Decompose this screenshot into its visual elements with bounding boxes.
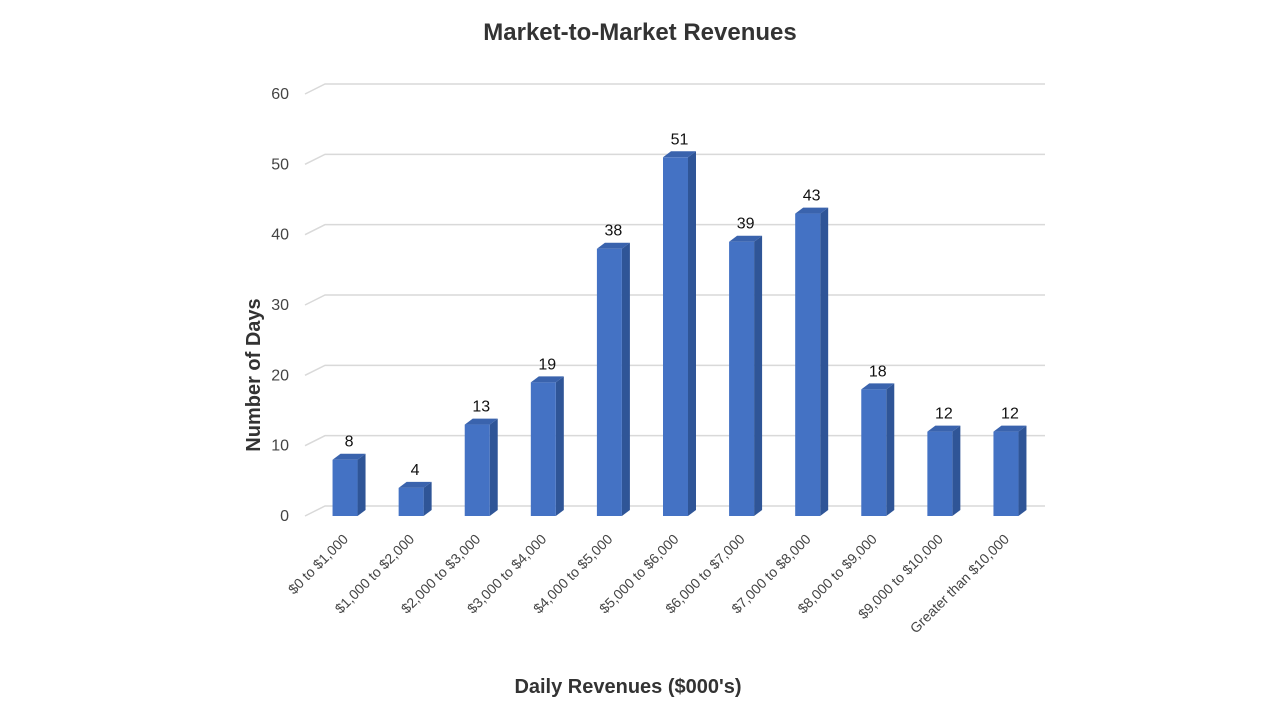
bar-side [555,376,564,516]
bar-top [596,242,630,249]
bar-front [861,389,887,516]
y-tick-label: 50 [271,156,289,173]
bar-top [795,207,829,214]
chart-title: Market-to-Market Revenues [483,19,796,46]
gridlines [304,83,1045,517]
bar-top [927,425,961,432]
gridline [304,83,1045,95]
bar-front [464,424,490,516]
data-label: 4 [411,462,420,479]
bar [596,242,630,516]
bar-front [729,241,755,516]
data-label: 43 [803,188,821,205]
data-label: 39 [737,216,755,233]
y-axis-label: Number of Days [243,298,265,451]
bar-front [332,459,358,516]
bar-side [1018,425,1027,516]
y-tick-label: 60 [271,86,289,103]
bar-side [621,242,630,516]
data-label: 19 [538,356,556,373]
x-axis-ticks: $0 to $1,000$1,000 to $2,000$2,000 to $3… [285,531,1012,637]
bar-side [357,453,366,516]
bar-top [464,418,498,425]
bar-top [993,425,1027,432]
data-label: 13 [472,399,490,416]
bar-top [861,383,895,390]
bar-top [663,151,696,158]
bar-front [663,157,688,517]
x-axis-label: Daily Revenues ($000's) [514,676,741,698]
gridline [304,153,1045,166]
bar-top [729,235,763,242]
bar [332,453,366,516]
bar-front [596,248,622,516]
data-label: 12 [1001,406,1019,423]
bars [332,151,1027,517]
bar-front [530,382,556,516]
bar-front [993,431,1019,516]
bar-top [332,453,366,460]
bar-top [530,376,564,383]
bar [729,235,763,516]
y-tick-label: 10 [271,438,289,455]
x-tick-label: $0 to $1,000 [285,531,352,598]
data-label: 12 [935,406,953,423]
y-tick-label: 20 [271,367,289,384]
bar-front [795,213,821,517]
bar [927,425,961,516]
bar [530,376,564,516]
bar-top [398,481,432,488]
bar [861,383,895,516]
y-tick-label: 0 [280,508,289,525]
data-label: 8 [345,434,354,451]
bar [464,418,498,516]
bar [795,207,829,517]
bar-side [688,151,696,517]
bar [993,425,1027,516]
bar-side [489,418,498,516]
bar-front [398,487,424,516]
data-label: 51 [671,131,689,148]
y-tick-label: 30 [271,297,289,314]
y-tick-label: 40 [271,227,289,244]
bar-side [886,383,895,516]
bar-side [820,207,829,517]
bar [398,481,432,516]
bar-side [952,425,961,516]
bar-front [927,431,953,516]
bar-side [423,481,432,516]
y-axis-ticks: 0 10 20 30 40 50 60 [271,86,289,525]
data-labels: 8 4 13 19 38 51 39 43 18 12 12 [345,131,1019,479]
data-label: 38 [605,223,623,240]
data-label: 18 [869,363,887,380]
bar-side [754,235,763,516]
bar [663,151,696,517]
